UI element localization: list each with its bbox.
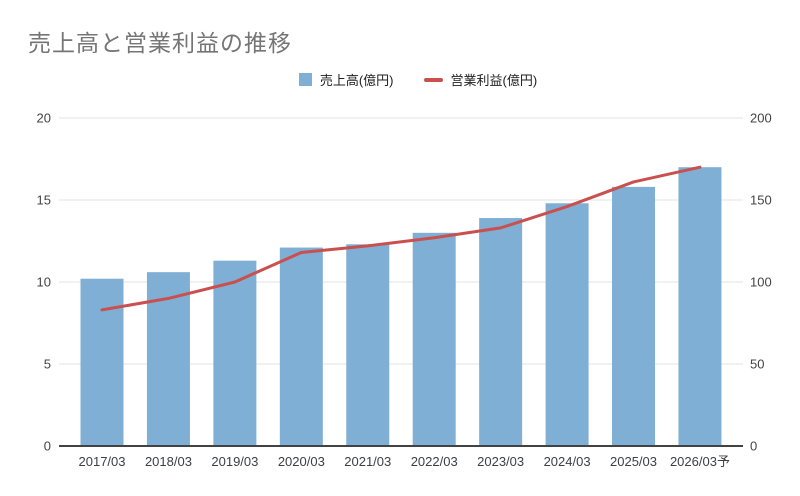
x-axis-category-label: 2017/03 xyxy=(79,454,126,469)
legend-label-profit: 営業利益(億円) xyxy=(450,73,538,88)
sales-bar xyxy=(479,218,523,446)
sales-bar xyxy=(80,278,124,446)
right-axis-tick-label: 200 xyxy=(750,111,772,126)
right-axis-tick-label: 50 xyxy=(750,357,764,372)
left-axis-tick-label: 0 xyxy=(44,439,51,454)
x-axis-category-label: 2020/03 xyxy=(278,454,325,469)
left-axis-tick-label: 15 xyxy=(37,193,51,208)
sales-bar xyxy=(412,232,456,446)
right-axis-tick-label: 150 xyxy=(750,193,772,208)
profit-line xyxy=(100,165,702,312)
sales-bar xyxy=(279,247,323,446)
x-axis-category-label: 2018/03 xyxy=(145,454,192,469)
x-axis-category-label: 2021/03 xyxy=(344,454,391,469)
left-axis-tick-label: 5 xyxy=(44,357,51,372)
sales-bar xyxy=(678,167,722,446)
x-axis-category-label: 2026/03予 xyxy=(670,454,730,469)
x-axis-category-label: 2025/03 xyxy=(610,454,657,469)
x-axis-category-label: 2019/03 xyxy=(211,454,258,469)
left-axis-tick-label: 20 xyxy=(37,111,51,126)
sales-bar xyxy=(213,260,257,446)
chart-title: 売上高と営業利益の推移 xyxy=(28,30,292,56)
profit-legend-dash-icon xyxy=(423,77,443,82)
sales-legend-square-icon xyxy=(298,73,312,86)
sales-bar xyxy=(612,186,656,446)
x-axis-category-label: 2022/03 xyxy=(411,454,458,469)
x-axis-category-label: 2024/03 xyxy=(544,454,591,469)
left-axis-tick-label: 10 xyxy=(37,275,51,290)
legend-item-sales: 売上高(億円) xyxy=(298,70,394,89)
sales-bar xyxy=(545,203,589,446)
legend-item-profit: 営業利益(億円) xyxy=(423,70,538,89)
right-axis-tick-label: 0 xyxy=(750,439,757,454)
chart-legend: 売上高(億円) 営業利益(億円) xyxy=(18,70,800,89)
sales-bar xyxy=(346,244,390,446)
right-axis-tick-label: 100 xyxy=(750,275,772,290)
x-axis-category-label: 2023/03 xyxy=(477,454,524,469)
legend-label-sales: 売上高(億円) xyxy=(319,73,394,88)
